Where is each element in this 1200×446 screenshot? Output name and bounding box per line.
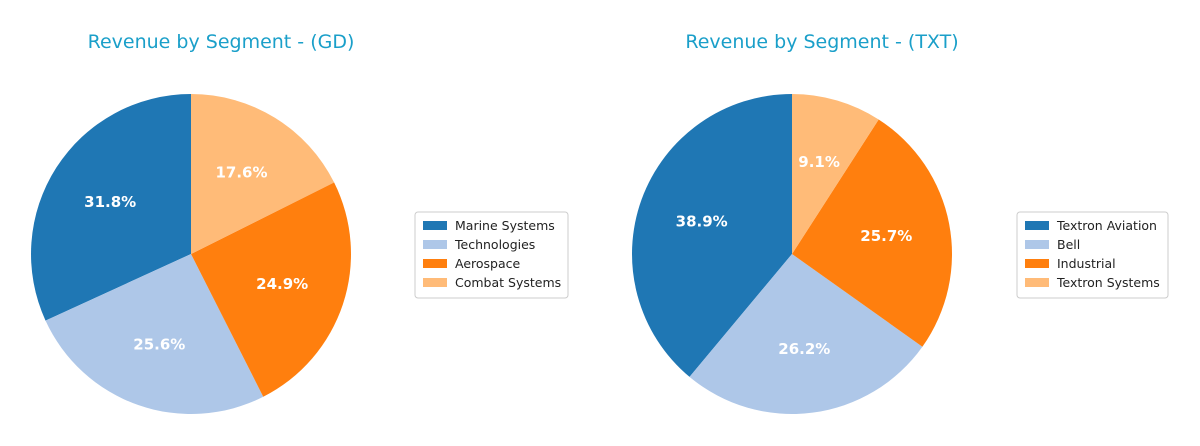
gd-pie-chart: Revenue by Segment - (GD) 31.8% 25.6% 24.9… <box>31 31 569 414</box>
gd-slice-label-marine-systems: 31.8% <box>84 193 136 211</box>
chart-title-txt: Revenue by Segment - (TXT) <box>685 31 958 53</box>
gd-legend-swatch-technologies <box>423 240 447 249</box>
txt-legend-swatch-textron-aviation <box>1025 221 1049 230</box>
gd-legend-label-marine-systems: Marine Systems <box>455 218 555 233</box>
txt-slice-label-industrial: 25.7% <box>860 227 912 245</box>
txt-slice-textron-aviation <box>631 94 792 377</box>
gd-legend-swatch-marine-systems <box>423 221 447 230</box>
txt-legend-swatch-bell <box>1025 240 1049 249</box>
gd-slice-label-combat-systems: 17.6% <box>215 163 267 181</box>
gd-slice-labels: 31.8% 25.6% 24.9% 17.6% <box>84 163 308 353</box>
gd-legend-frame <box>414 211 569 299</box>
gd-legend-swatch-combat-systems <box>423 278 447 287</box>
txt-slice-label-textron-systems: 9.1% <box>798 153 840 171</box>
gd-slice-combat-systems <box>191 94 335 254</box>
txt-legend-label-textron-systems: Textron Systems <box>1056 275 1160 290</box>
gd-legend: Marine Systems Technologies Aerospace Comba… <box>414 211 569 299</box>
txt-legend-swatch-industrial <box>1025 259 1049 268</box>
gd-slice-technologies <box>45 254 264 414</box>
gd-legend-label-aerospace: Aerospace <box>455 256 521 271</box>
txt-slices <box>631 94 953 415</box>
gd-legend-label-technologies: Technologies <box>454 237 535 252</box>
txt-pie-chart: Revenue by Segment - (TXT) 38.9% 26.2% 25.… <box>631 31 1169 415</box>
txt-legend-label-bell: Bell <box>1057 237 1080 252</box>
gd-slice-label-technologies: 25.6% <box>133 336 185 354</box>
txt-legend: Textron Aviation Bell Industrial Textron Sy… <box>1016 211 1169 299</box>
chart-title-gd: Revenue by Segment - (GD) <box>88 31 355 53</box>
gd-slice-aerospace <box>191 182 351 397</box>
txt-slice-textron-systems <box>792 94 879 254</box>
txt-legend-frame <box>1016 211 1169 299</box>
gd-legend-label-combat-systems: Combat Systems <box>455 275 561 290</box>
txt-legend-label-textron-aviation: Textron Aviation <box>1056 218 1157 233</box>
gd-slices <box>31 94 351 414</box>
txt-slice-labels: 38.9% 26.2% 25.7% 9.1% <box>676 153 913 358</box>
txt-legend-swatch-textron-systems <box>1025 278 1049 287</box>
gd-slice-marine-systems <box>31 94 191 321</box>
txt-legend-label-industrial: Industrial <box>1057 256 1116 271</box>
gd-slice-label-aerospace: 24.9% <box>256 275 308 293</box>
gd-legend-swatch-aerospace <box>423 259 447 268</box>
txt-slice-label-textron-aviation: 38.9% <box>676 212 728 230</box>
txt-slice-label-bell: 26.2% <box>778 340 830 358</box>
txt-slice-industrial <box>792 119 953 347</box>
txt-slice-bell <box>689 254 923 415</box>
